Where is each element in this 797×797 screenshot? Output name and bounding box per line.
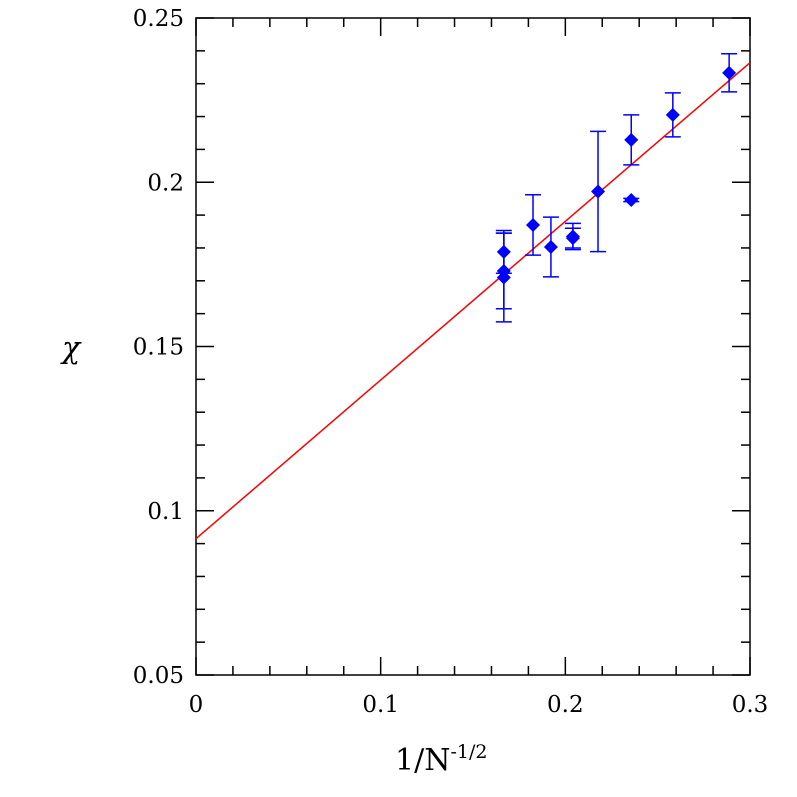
fit-line bbox=[195, 62, 751, 540]
data-points bbox=[495, 53, 738, 323]
data-point bbox=[664, 92, 681, 138]
diamond-marker bbox=[665, 107, 680, 122]
y-tick-label: 0.1 bbox=[147, 499, 184, 525]
y-tick-label: 0.2 bbox=[147, 170, 184, 196]
data-point bbox=[495, 232, 512, 323]
y-tick-label: 0.05 bbox=[133, 663, 184, 689]
diamond-marker bbox=[526, 217, 541, 232]
x-tick-label: 0.2 bbox=[547, 692, 584, 718]
plot-frame bbox=[195, 17, 751, 676]
data-point bbox=[590, 130, 607, 253]
diamond-marker bbox=[722, 65, 737, 80]
data-point bbox=[623, 192, 640, 207]
x-tick-label: 0.3 bbox=[732, 692, 769, 718]
data-point bbox=[525, 193, 542, 256]
diamond-marker bbox=[624, 132, 639, 147]
y-tick-label: 0.25 bbox=[133, 6, 184, 32]
diamond-marker bbox=[543, 239, 558, 254]
diamond-marker bbox=[565, 231, 580, 246]
y-axis-label: χ bbox=[60, 331, 82, 366]
x-tick-label: 0 bbox=[189, 692, 204, 718]
x-tick-label: 0.1 bbox=[362, 692, 399, 718]
diamond-marker bbox=[591, 184, 606, 199]
data-point bbox=[542, 216, 559, 278]
fit-line-group bbox=[195, 62, 751, 540]
diamond-marker bbox=[624, 192, 639, 207]
ticks: 0 0.1 0.2 0.3 0.05 0.1 0.15 0.2 0.25 bbox=[133, 6, 769, 718]
data-point bbox=[623, 114, 640, 166]
data-point bbox=[564, 227, 581, 249]
x-axis-label: 1/N-1/2 bbox=[395, 741, 487, 778]
y-tick-label: 0.15 bbox=[133, 335, 184, 361]
diamond-marker bbox=[496, 270, 511, 285]
data-point bbox=[721, 53, 738, 93]
x-axis-label-superscript: -1/2 bbox=[450, 741, 487, 763]
